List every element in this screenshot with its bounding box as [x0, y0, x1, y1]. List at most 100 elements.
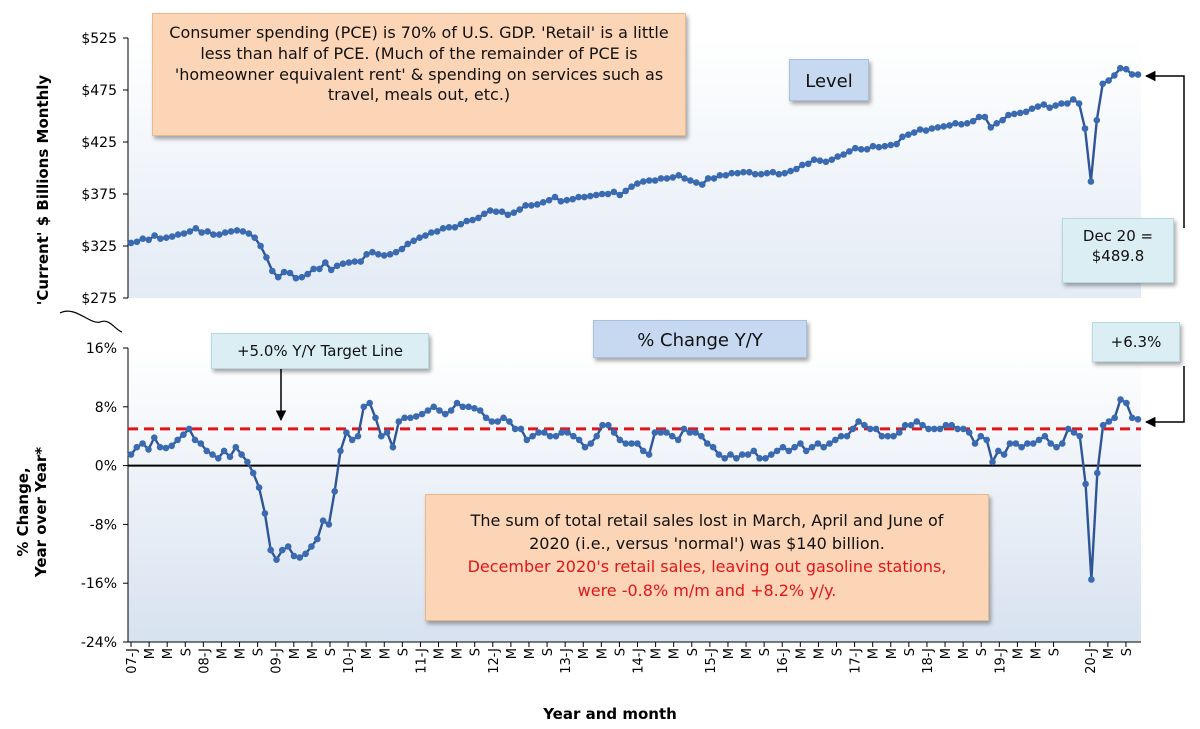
pct-data-point [1076, 432, 1084, 440]
level-data-point [1011, 110, 1018, 118]
x-tick-label: 13-J [559, 648, 574, 674]
level-data-point [186, 228, 194, 235]
sum-line1: The sum of total retail sales lost in Ma… [470, 511, 944, 530]
x-tick-label: M [794, 648, 809, 659]
target-label: +5.0% Y/Y Target Line [211, 333, 429, 369]
level-data-point [916, 126, 924, 133]
level-y-axis-title: 'Current' $ Billions Monthly [34, 75, 52, 306]
pct-data-point [797, 440, 804, 447]
level-data-point [1052, 102, 1059, 109]
level-data-point [1099, 80, 1106, 88]
level-data-point [1134, 71, 1142, 78]
level-data-point [634, 180, 641, 187]
x-tick-label: 17-J [849, 648, 864, 674]
level-data-point [651, 177, 659, 184]
level-data-point [905, 131, 912, 138]
level-y-tick-label: $525 [81, 31, 117, 47]
x-tick-label: M [650, 648, 665, 659]
level-data-point [127, 239, 135, 247]
level-data-point [504, 211, 512, 219]
pce-note-text: Consumer spending (PCE) is 70% of U.S. G… [169, 23, 669, 105]
pct-data-point [151, 434, 158, 442]
level-data-point [934, 124, 942, 131]
pct-data-point [488, 418, 496, 425]
pct-data-point [1024, 440, 1031, 447]
pct-data-point [401, 414, 408, 422]
sum-line2: 2020 (i.e., versus 'normal') was $140 bi… [529, 534, 885, 554]
level-data-point [922, 127, 930, 134]
pct-data-point [727, 451, 734, 458]
x-tick-label: 11-J [414, 648, 429, 674]
level-data-point [799, 161, 806, 169]
pct-data-point [738, 451, 746, 458]
level-data-point [704, 175, 712, 182]
level-data-point [257, 242, 264, 250]
latest-arrow [1144, 366, 1185, 428]
level-data-point [475, 214, 482, 222]
pct-data-point [517, 425, 525, 433]
pct-data-point [1099, 421, 1107, 429]
x-tick-label: M [722, 648, 737, 659]
x-tick-label: M [957, 648, 972, 659]
level-data-point [263, 254, 270, 261]
x-tick-label: S [975, 648, 990, 656]
level-data-point [687, 177, 694, 184]
pct-data-point [174, 436, 181, 444]
level-data-point [1058, 100, 1065, 107]
pct-data-point [395, 418, 403, 425]
level-data-point [304, 270, 312, 278]
x-tick-label: S [469, 648, 484, 656]
pct-data-point [546, 432, 554, 440]
level-data-point [1034, 103, 1042, 110]
level-data-point [445, 224, 453, 231]
level-data-point [781, 169, 788, 177]
level-data-point [693, 179, 700, 186]
pct-y-tick-label: 8% [95, 400, 117, 416]
level-data-point [168, 233, 176, 240]
pct-y-axis-title-line2: Year over Year* [32, 447, 50, 578]
x-tick-label: S [324, 648, 339, 656]
level-data-point [245, 230, 253, 237]
level-data-point [822, 158, 830, 166]
level-data-point [875, 143, 883, 151]
level-data-point [852, 144, 859, 152]
x-tick-label: 20-J [1084, 648, 1099, 674]
x-tick-label: M [668, 648, 683, 659]
pct-data-point [692, 429, 699, 436]
pct-data-point [1105, 418, 1113, 425]
level-data-point [1028, 105, 1036, 112]
pct-data-point [1064, 425, 1072, 433]
pct-data-point [244, 458, 251, 466]
level-data-point [1064, 100, 1071, 107]
level-data-point [551, 193, 559, 201]
level-data-point [386, 251, 394, 258]
pct-data-point [314, 535, 321, 543]
pct-data-point [791, 443, 798, 451]
level-data-point [198, 229, 205, 236]
pct-data-point [191, 436, 199, 444]
x-tick-label: 08-J [197, 648, 212, 674]
level-data-point [592, 191, 600, 199]
x-axis-title: Year and month [542, 705, 677, 723]
x-tick-label: 19-J [993, 648, 1008, 674]
x-tick-label: 09-J [270, 648, 285, 674]
pct-data-point [541, 429, 548, 436]
level-data-point [846, 148, 853, 155]
level-data-point [286, 269, 294, 277]
level-data-point [310, 265, 317, 273]
pct-data-point [872, 425, 880, 433]
axis-break-mark [59, 310, 123, 333]
level-data-point [433, 228, 441, 235]
level-data-point [698, 181, 706, 188]
level-data-point [516, 206, 523, 213]
level-data-point [928, 125, 936, 132]
pct-data-point [453, 399, 461, 407]
level-data-point [327, 266, 335, 274]
pct-data-point [581, 443, 589, 451]
pct-data-point [837, 432, 845, 440]
pct-data-point [890, 432, 897, 440]
level-data-point [410, 237, 418, 245]
pct-data-point [1041, 432, 1049, 440]
latest-label: +6.3% [1092, 322, 1180, 362]
pct-data-point [936, 425, 944, 433]
